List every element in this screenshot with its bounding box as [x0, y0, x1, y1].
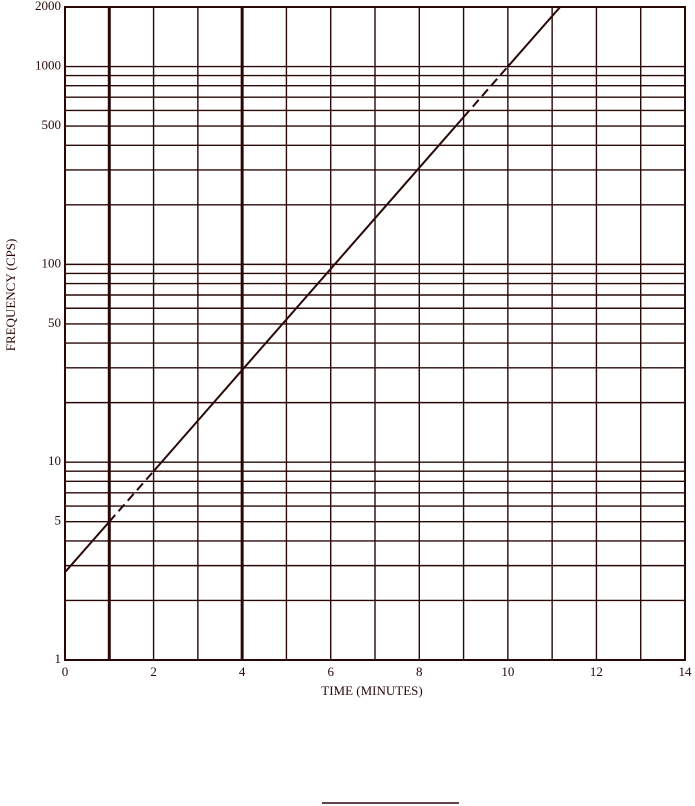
- x-tick-label: 14: [679, 664, 693, 679]
- plot-frame: [64, 6, 686, 661]
- x-tick-label: 4: [239, 664, 246, 679]
- y-tick-label: 1000: [35, 58, 61, 73]
- y-tick-label: 100: [42, 255, 62, 270]
- y-tick-label: 1: [55, 651, 62, 666]
- x-tick-label: 12: [590, 664, 603, 679]
- y-tick-label: 50: [48, 315, 61, 330]
- x-tick-label: 10: [501, 664, 514, 679]
- data-line: [108, 470, 155, 523]
- y-tick-label: 10: [48, 453, 61, 468]
- data-line: [64, 521, 111, 573]
- y-tick-label: 5: [55, 513, 62, 528]
- x-tick-label: 2: [150, 664, 157, 679]
- data-line: [507, 6, 561, 68]
- data-line: [152, 116, 465, 472]
- x-tick-label: 6: [327, 664, 334, 679]
- x-axis-label: TIME (MINUTES): [321, 683, 422, 698]
- x-tick-label: 0: [62, 664, 69, 679]
- y-axis-label: FREQUENCY (CPS): [3, 239, 18, 352]
- data-line: [462, 65, 509, 118]
- y-tick-label: 2000: [35, 0, 61, 13]
- x-tick-label: 8: [416, 664, 423, 679]
- y-tick-label: 500: [42, 117, 62, 132]
